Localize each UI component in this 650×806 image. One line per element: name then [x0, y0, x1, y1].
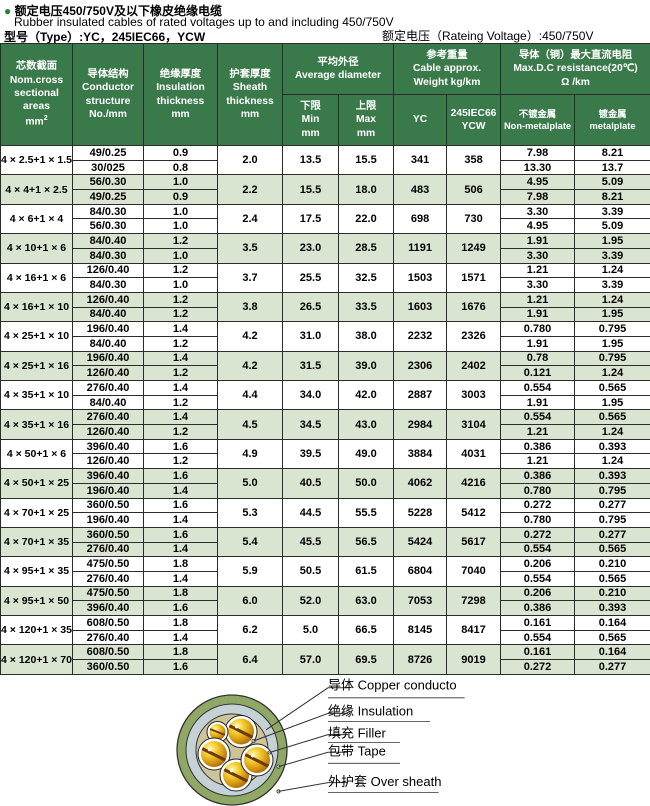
svg-text:导体 Copper conducto: 导体 Copper conducto	[328, 677, 457, 692]
svg-text:包带 Tape: 包带 Tape	[328, 743, 386, 758]
svg-text:外护套 Over sheath: 外护套 Over sheath	[328, 774, 441, 789]
svg-text:填充 Filler: 填充 Filler	[328, 725, 386, 740]
svg-text:绝缘 Insulation: 绝缘 Insulation	[328, 703, 413, 718]
